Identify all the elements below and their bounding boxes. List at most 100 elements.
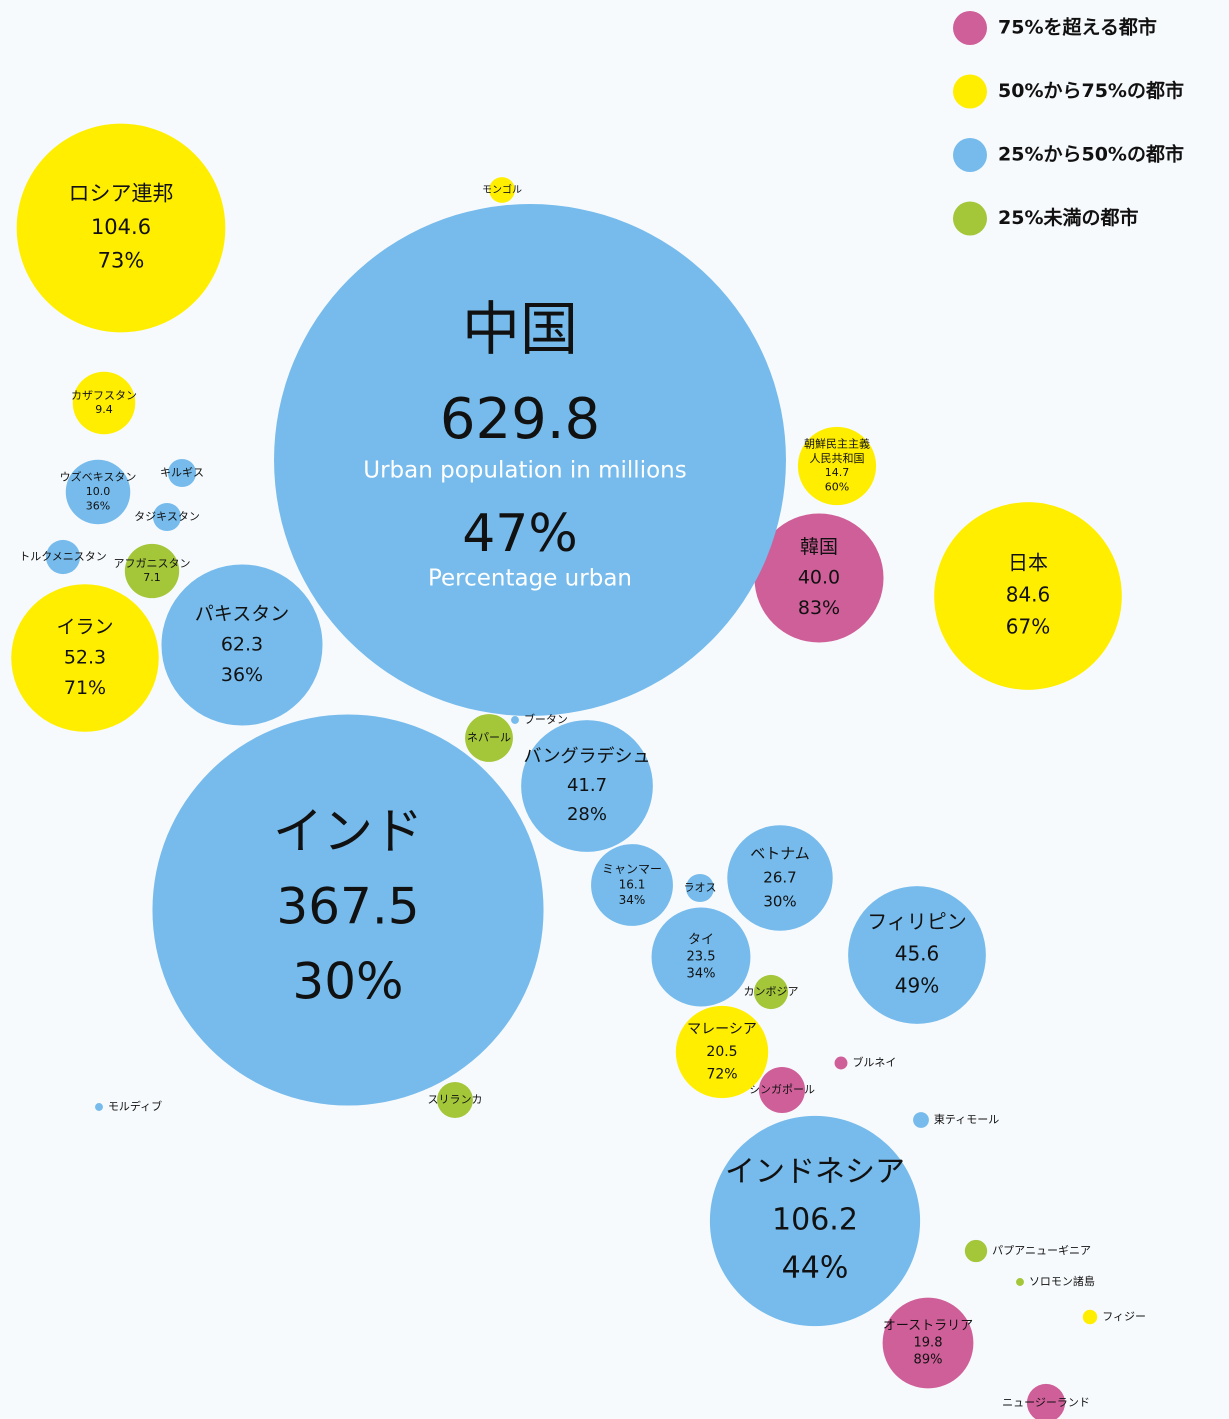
bubble (709, 1115, 921, 1327)
bubble-value: 7.1 (143, 571, 161, 584)
bubble-percent: 71% (64, 677, 106, 699)
bubble (65, 459, 131, 525)
bubble-value: 106.2 (772, 1203, 858, 1238)
bubble-label: 人民共和国 (810, 452, 865, 465)
bubble (167, 458, 197, 488)
legend-label: 50%から75%の都市 (998, 79, 1184, 102)
bubble (754, 513, 884, 643)
bubble-value: 45.6 (895, 942, 940, 966)
bubble-label: ブルネイ (852, 1055, 896, 1069)
bubble-value: 62.3 (221, 634, 263, 656)
bubble (1016, 1278, 1024, 1286)
bubble-percent: 73% (98, 249, 145, 273)
bubble-value: 84.6 (1006, 583, 1051, 607)
bubble-value: 19.8 (914, 1336, 943, 1351)
bubble (934, 502, 1122, 690)
annotation: Percentage urban (428, 566, 632, 592)
legend-label: 75%を超える都市 (998, 16, 1157, 39)
bubble-label: パキスタン (195, 603, 289, 625)
bubble-label: インドネシア (725, 1155, 905, 1190)
bubble-label: カザフスタン (71, 389, 137, 402)
bubble-percent: 67% (1006, 615, 1050, 639)
bubble (913, 1112, 929, 1128)
bubble-label: アフガニスタン (114, 557, 191, 570)
bubble-label: ラオス (684, 881, 717, 894)
bubble (152, 502, 182, 532)
bubble (834, 1056, 848, 1070)
bubble-percent: 83% (798, 597, 840, 619)
legend-swatch (953, 138, 987, 172)
legend-swatch (953, 11, 987, 45)
bubble-value: 367.5 (276, 878, 419, 936)
bubble-label: フィリピン (867, 910, 967, 934)
bubble-percent: 30% (292, 953, 403, 1011)
bubble-percent: 44% (782, 1251, 849, 1286)
bubble-percent: 60% (825, 480, 849, 493)
bubble-label: バングラデシュ (524, 746, 651, 767)
bubble (489, 177, 515, 203)
bubble-value: 104.6 (91, 215, 151, 239)
bubble-percent: 47% (462, 504, 578, 564)
bubble-label: ソロモン諸島 (1029, 1274, 1095, 1288)
bubble-percent: 89% (914, 1352, 943, 1367)
bubble-percent: 30% (763, 893, 796, 911)
bubble-label: ベトナム (750, 845, 810, 863)
bubble-label: 日本 (1008, 551, 1048, 575)
bubble-value: 14.7 (825, 466, 850, 479)
bubble-label: マレーシア (687, 1022, 757, 1038)
bubble-label: オーストラリア (883, 1319, 973, 1334)
bubble (651, 907, 751, 1007)
bubble (465, 714, 513, 762)
bubble (848, 886, 986, 1024)
bubble-label: ニュージーランド (1002, 1396, 1090, 1409)
bubble-value: 9.4 (95, 403, 113, 416)
bubble-value: 26.7 (763, 869, 796, 887)
bubble-label: フィジー (1102, 1310, 1146, 1323)
legend-label: 25%未満の都市 (998, 206, 1138, 229)
bubble (797, 426, 877, 506)
bubble-label: トルクメニスタン (19, 550, 107, 563)
bubble-label: ウズベキスタン (60, 470, 137, 484)
bubble-label: タイ (688, 933, 714, 948)
bubble (45, 539, 81, 575)
bubble (72, 371, 136, 435)
bubble (274, 204, 786, 716)
bubble (753, 974, 789, 1010)
bubble-percent: 36% (86, 499, 110, 512)
bubble (1082, 1309, 1098, 1325)
bubble-value: 16.1 (619, 878, 646, 892)
legend-swatch (953, 201, 987, 236)
bubble-value: 20.5 (706, 1044, 737, 1060)
bubble-percent: 34% (619, 893, 646, 907)
bubble (591, 844, 673, 926)
bubble-label: ブータン (524, 712, 568, 726)
bubble-label: 朝鮮民主主義 (804, 437, 870, 451)
bubble-label: モンゴル (482, 183, 522, 196)
bubble-label: カンボジア (744, 985, 799, 998)
bubble (521, 720, 653, 852)
bubble-value: 52.3 (64, 647, 106, 669)
bubble (11, 584, 159, 732)
bubble (1026, 1383, 1066, 1419)
bubble-percent: 36% (221, 664, 263, 686)
bubble-label: ミャンマー (602, 862, 662, 876)
annotation: Urban population in millions (363, 458, 686, 484)
bubble-label: 東ティモール (934, 1113, 999, 1126)
bubble (437, 1082, 473, 1118)
bubble-percent: 34% (687, 966, 716, 981)
bubble-value: 629.8 (440, 387, 600, 452)
bubble-label: タジキスタン (134, 510, 200, 523)
bubble (675, 1005, 769, 1099)
bubble-percent: 28% (567, 804, 607, 825)
bubble-value: 10.0 (86, 485, 111, 498)
bubble (161, 564, 323, 726)
bubble-value: 40.0 (798, 567, 840, 589)
bubble (152, 714, 544, 1106)
bubble-label: キルギス (160, 466, 204, 479)
bubble-label: モルディブ (108, 1099, 162, 1113)
bubble (124, 543, 180, 599)
bubble-percent: 49% (895, 974, 939, 998)
bubble (727, 825, 833, 931)
